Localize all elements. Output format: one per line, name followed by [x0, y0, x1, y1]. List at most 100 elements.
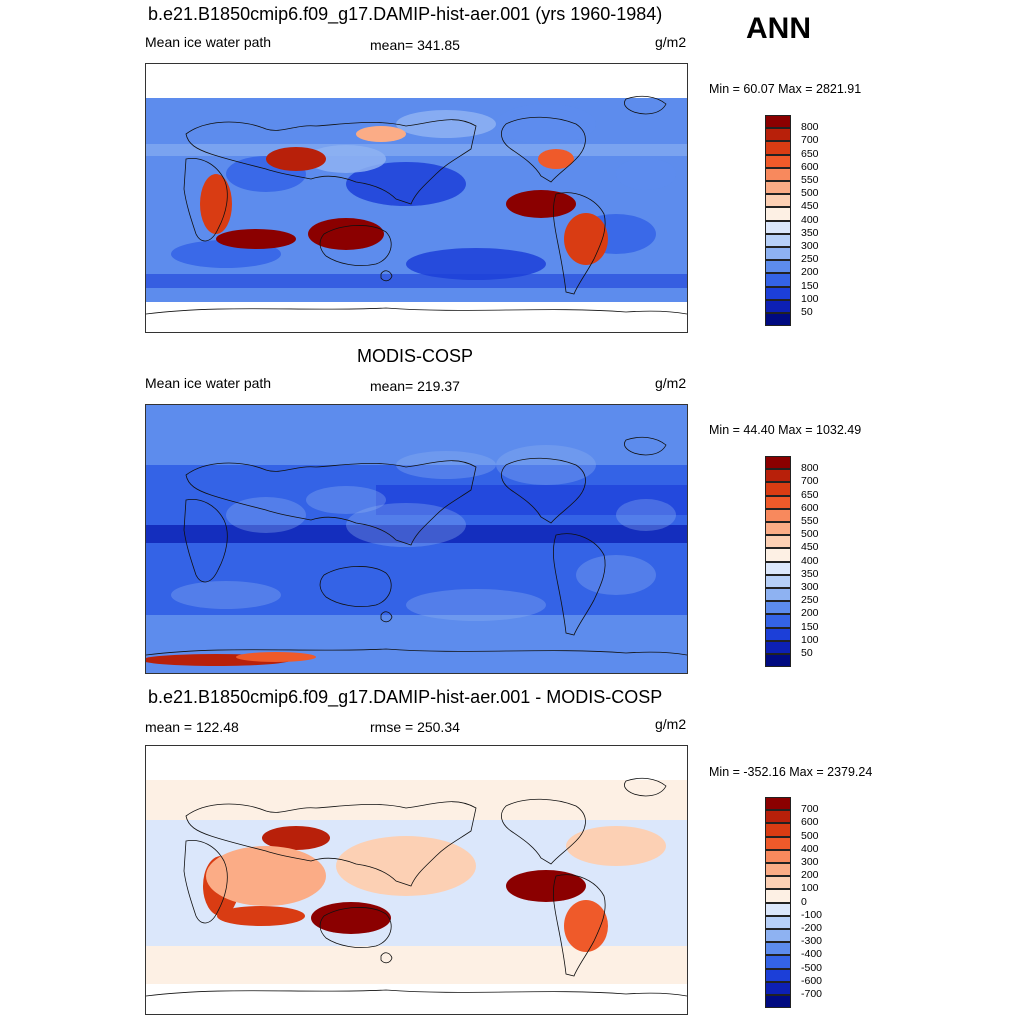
coastlines: [146, 95, 687, 315]
panel-3-minmax: Min = -352.16 Max = 2379.24: [709, 765, 873, 779]
colorbar-swatch: [765, 286, 791, 300]
colorbar-swatch: [765, 115, 791, 129]
colorbar-swatch: [765, 495, 791, 509]
colorbar-swatch: [765, 955, 791, 969]
colorbar-swatch: [765, 141, 791, 155]
colorbar-swatch: [765, 522, 791, 536]
colorbar-tick-label: 100: [801, 633, 819, 646]
colorbar-swatch: [765, 915, 791, 929]
panel-1-units: g/m2: [655, 34, 687, 50]
colorbar-tick-label: 800: [801, 121, 819, 134]
colorbar-tick-label: 100: [801, 882, 819, 895]
panel-2-map: [145, 404, 688, 674]
colorbar-swatch: [765, 627, 791, 641]
colorbar-swatch: [765, 981, 791, 995]
colorbar-tick-label: 550: [801, 174, 819, 186]
colorbar-tick-label: 550: [801, 515, 819, 527]
panel-2-title: MODIS-COSP: [357, 346, 474, 366]
colorbar-swatch: [765, 260, 791, 274]
panel-2-mean: mean= 219.37: [370, 378, 460, 394]
panel-2-units: g/m2: [655, 375, 687, 391]
colorbar-tick-label: -400: [801, 948, 823, 961]
colorbar-tick-label: 400: [801, 213, 819, 226]
colorbar-tick-label: -600: [801, 974, 823, 987]
colorbar-tick-label: 150: [801, 620, 819, 633]
colorbar-swatch: [765, 797, 791, 811]
colorbar-swatch: [765, 574, 791, 588]
colorbar-tick-label: 250: [801, 253, 819, 266]
colorbar-swatch: [765, 482, 791, 496]
colorbar-swatch: [765, 836, 791, 850]
colorbar-swatch: [765, 561, 791, 575]
colorbar-tick-label: -200: [801, 922, 823, 934]
colorbar-tick-label: 300: [801, 240, 819, 252]
colorbar-swatch: [765, 968, 791, 982]
colorbar-swatch: [765, 823, 791, 837]
coastlines: [146, 436, 687, 656]
colorbar-swatch: [765, 548, 791, 562]
colorbar-swatch: [765, 810, 791, 824]
colorbar-tick-label: 300: [801, 856, 819, 868]
colorbar-swatch: [765, 995, 791, 1009]
colorbar-tick-label: 200: [801, 266, 819, 279]
colorbar-swatch: [765, 207, 791, 221]
colorbar-tick-label: 100: [801, 292, 819, 305]
colorbar-tick-label: 500: [801, 528, 819, 541]
colorbar-swatch: [765, 299, 791, 313]
panel-3-map: [145, 745, 688, 1015]
colorbar-swatch: [765, 863, 791, 877]
colorbar-tick-label: 500: [801, 187, 819, 200]
colorbar-tick-label: -300: [801, 935, 823, 948]
colorbar-tick-label: 600: [801, 501, 819, 514]
panel-3-mean: mean = 122.48: [145, 719, 239, 735]
colorbar-tick-label: -500: [801, 961, 823, 974]
colorbar-swatch: [765, 469, 791, 483]
colorbar-swatch: [765, 181, 791, 195]
colorbar-tick-label: 800: [801, 462, 819, 475]
colorbar-swatch: [765, 194, 791, 208]
colorbar-tick-label: 700: [801, 475, 819, 488]
colorbar-swatch: [765, 929, 791, 943]
colorbar-swatch: [765, 220, 791, 234]
colorbar-swatch: [765, 601, 791, 615]
colorbar-swatch: [765, 889, 791, 903]
colorbar-swatch: [765, 154, 791, 168]
colorbar-tick-label: 500: [801, 829, 819, 842]
panel-2-minmax: Min = 44.40 Max = 1032.49: [709, 423, 862, 437]
map-layer: [146, 780, 687, 984]
map-layer: [146, 98, 687, 302]
colorbar-tick-label: -700: [801, 988, 823, 1000]
colorbar-tick-label: 600: [801, 816, 819, 829]
colorbar-tick-label: 600: [801, 160, 819, 173]
colorbar-swatch: [765, 313, 791, 327]
panel-1-map: [145, 63, 688, 333]
colorbar-tick-label: 400: [801, 842, 819, 855]
colorbar-swatch: [765, 849, 791, 863]
colorbar-tick-label: 50: [801, 647, 813, 659]
panel-1-left-label: Mean ice water path: [145, 34, 272, 50]
colorbar-swatch: [765, 247, 791, 261]
colorbar-swatch: [765, 535, 791, 549]
colorbar-swatch: [765, 902, 791, 916]
colorbar-swatch: [765, 167, 791, 181]
colorbar-swatch: [765, 233, 791, 247]
colorbar-tick-label: 400: [801, 554, 819, 567]
colorbar-tick-label: 150: [801, 279, 819, 292]
panel-1-minmax: Min = 60.07 Max = 2821.91: [709, 82, 862, 96]
colorbar-swatch: [765, 588, 791, 602]
panel-2-left-label: Mean ice water path: [145, 375, 272, 391]
colorbar-tick-label: 200: [801, 607, 819, 620]
panel-3-title: b.e21.B1850cmip6.f09_g17.DAMIP-hist-aer.…: [148, 687, 663, 707]
colorbar-tick-label: 300: [801, 581, 819, 593]
colorbar-swatch: [765, 876, 791, 890]
map-layer: [146, 405, 687, 673]
colorbar-tick-label: -100: [801, 908, 823, 921]
colorbar-tick-label: 200: [801, 869, 819, 882]
colorbar-tick-label: 450: [801, 200, 819, 213]
colorbar-swatch: [765, 614, 791, 628]
colorbar-tick-label: 650: [801, 488, 819, 501]
colorbar-swatch: [765, 654, 791, 668]
colorbar-tick-label: 250: [801, 594, 819, 607]
colorbar-tick-label: 0: [801, 895, 807, 908]
colorbar-swatch: [765, 942, 791, 956]
